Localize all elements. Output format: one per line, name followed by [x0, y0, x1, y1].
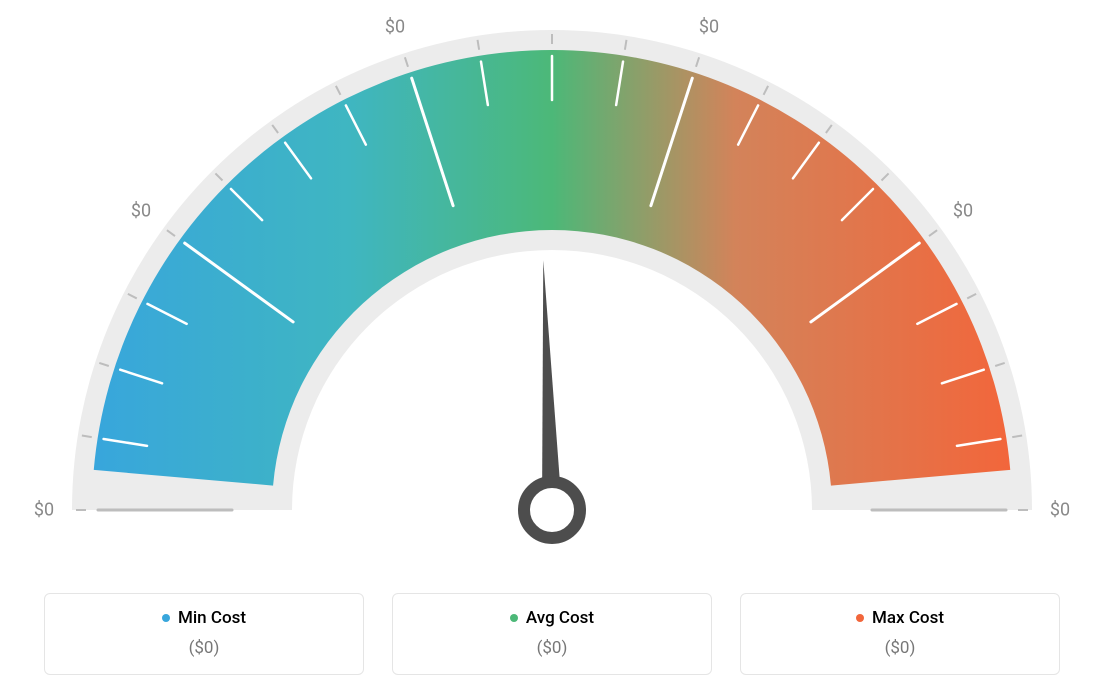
legend-card-max: Max Cost ($0) [740, 593, 1060, 675]
gauge-tick-label: $0 [34, 500, 54, 521]
legend-title-min: Min Cost [55, 608, 353, 628]
legend-dot-avg [510, 614, 518, 622]
legend-label-max: Max Cost [872, 608, 944, 628]
gauge-tick-label: $0 [131, 201, 151, 222]
legend-label-avg: Avg Cost [526, 608, 594, 628]
legend-label-min: Min Cost [178, 608, 246, 628]
legend-row: Min Cost ($0) Avg Cost ($0) Max Cost ($0… [0, 593, 1104, 675]
legend-title-max: Max Cost [751, 608, 1049, 628]
gauge-tick-label: $0 [699, 16, 719, 37]
legend-dot-max [856, 614, 864, 622]
legend-dot-min [162, 614, 170, 622]
legend-value-min: ($0) [55, 638, 353, 658]
gauge-tick-label: $0 [1050, 500, 1070, 521]
legend-value-avg: ($0) [403, 638, 701, 658]
legend-title-avg: Avg Cost [403, 608, 701, 628]
gauge-svg [0, 0, 1104, 560]
legend-card-min: Min Cost ($0) [44, 593, 364, 675]
gauge-tick-label: $0 [385, 16, 405, 37]
gauge-tick-label: $0 [953, 201, 973, 222]
legend-value-max: ($0) [751, 638, 1049, 658]
gauge-chart: $0 $0 $0 $0 $0 $0 [0, 0, 1104, 560]
legend-card-avg: Avg Cost ($0) [392, 593, 712, 675]
